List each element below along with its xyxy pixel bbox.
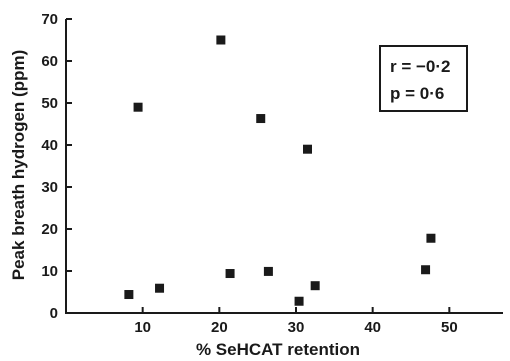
data-point — [426, 233, 436, 243]
data-point — [303, 144, 312, 154]
x-axis-ticks: 10 20 30 40 50 — [134, 307, 458, 336]
x-tick-label: 20 — [211, 319, 228, 336]
y-tick-label: 60 — [41, 53, 58, 70]
y-tick-label: 40 — [41, 137, 58, 154]
x-tick-label: 10 — [134, 319, 151, 336]
stats-annotation-box — [379, 45, 468, 112]
y-axis-ticks: 0 10 20 30 40 50 60 70 — [41, 11, 72, 322]
y-tick-label: 30 — [41, 179, 58, 196]
y-axis-label: Peak breath hydrogen (ppm) — [9, 50, 28, 280]
y-tick-label: 0 — [50, 305, 58, 322]
y-tick-label: 70 — [41, 11, 58, 28]
data-point — [124, 290, 134, 300]
data-point — [294, 296, 304, 306]
x-tick-label: 50 — [441, 319, 458, 336]
x-tick-label: 30 — [288, 319, 305, 336]
x-tick-label: 40 — [364, 319, 381, 336]
y-tick-label: 10 — [41, 263, 58, 280]
stats-annotation: r = −0·2 p = 0·6 — [379, 45, 468, 112]
data-point — [421, 265, 431, 275]
axes — [65, 19, 503, 314]
data-point — [310, 281, 320, 291]
stats-annotation-p: p = 0·6 — [390, 84, 444, 103]
data-point — [155, 283, 165, 293]
data-point — [256, 114, 266, 124]
data-point — [225, 269, 235, 279]
x-axis-label: % SeHCAT retention — [196, 340, 360, 359]
data-point — [216, 35, 226, 45]
data-point — [263, 266, 273, 276]
y-tick-label: 20 — [41, 221, 58, 238]
data-point — [133, 102, 143, 112]
stats-annotation-r: r = −0·2 — [390, 57, 451, 76]
y-tick-label: 50 — [41, 95, 58, 112]
data-points — [124, 35, 436, 306]
